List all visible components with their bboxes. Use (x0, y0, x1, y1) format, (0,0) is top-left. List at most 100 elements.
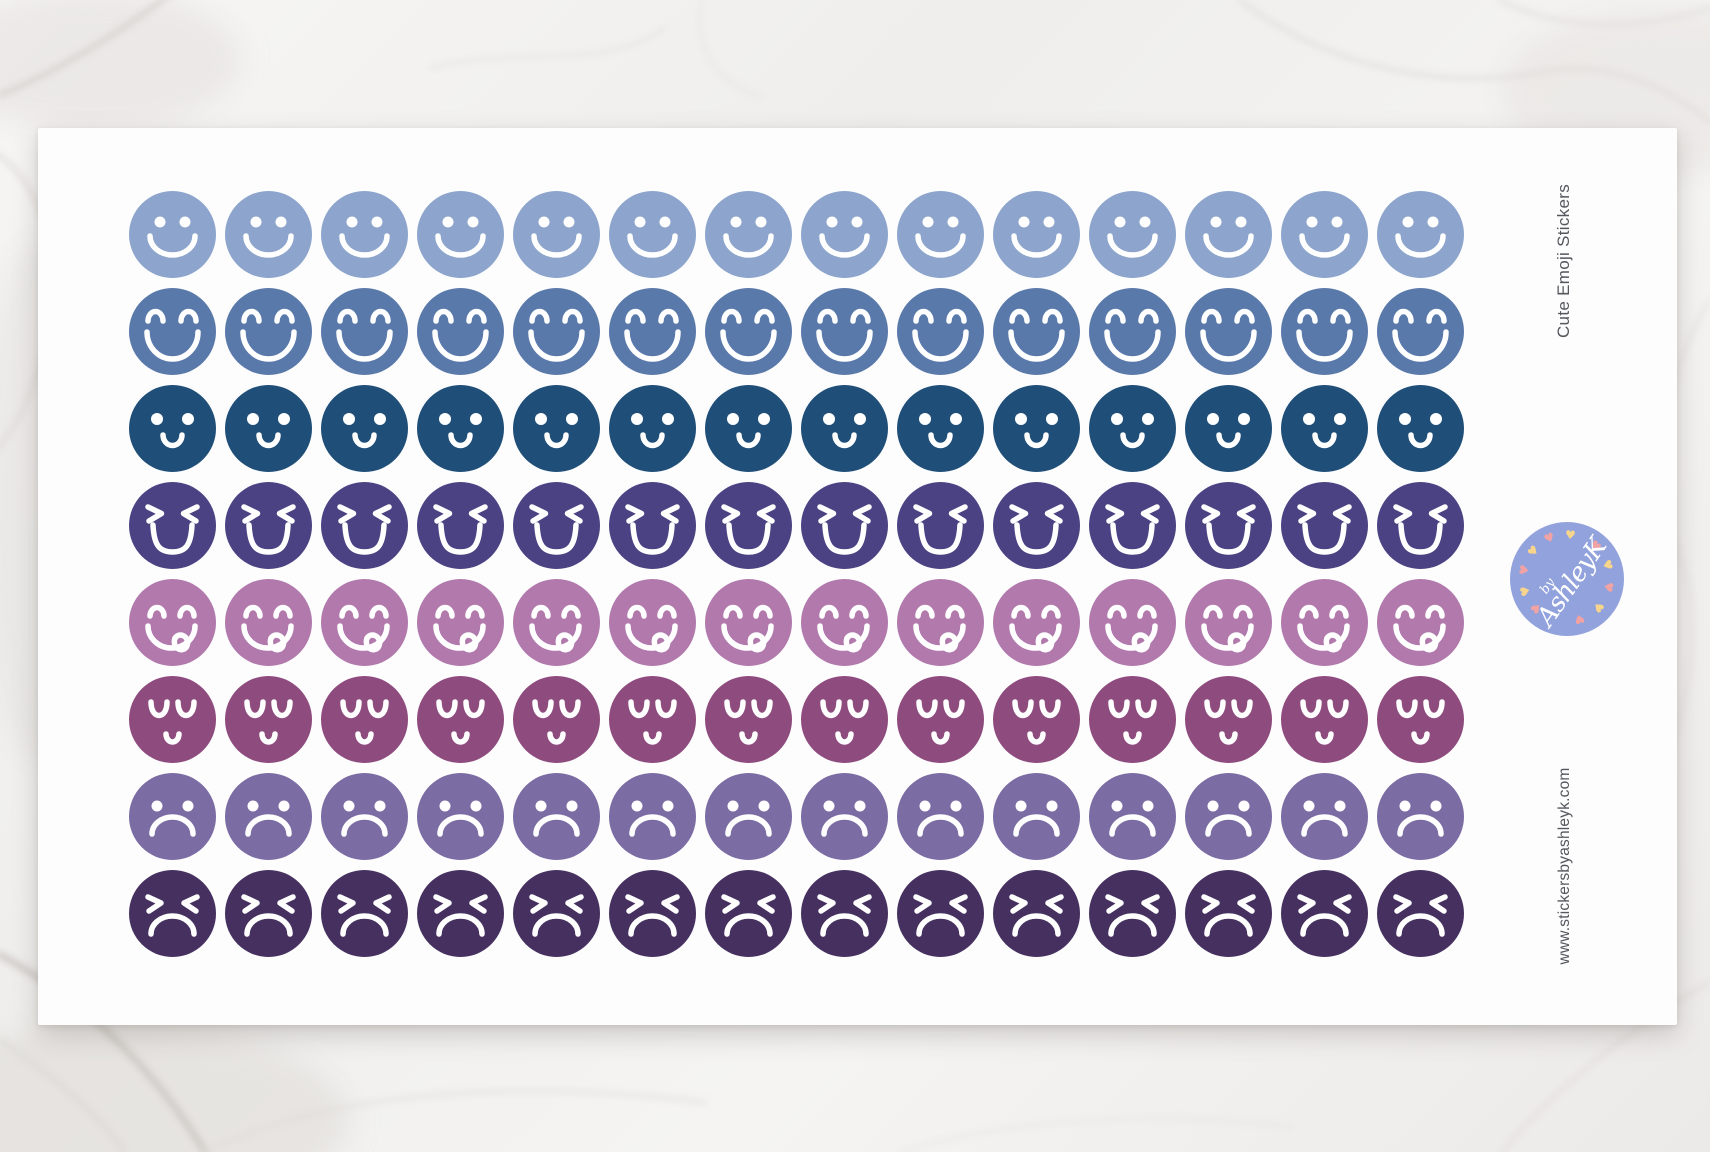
emoji-sticker-slight-smile (705, 191, 792, 278)
emoji-sticker-smiling-eyes (1185, 288, 1272, 375)
emoji-sticker-yum-tongue (801, 579, 888, 666)
emoji-sticker-sad-frown (1377, 773, 1464, 860)
emoji-sticker-pleading (1089, 676, 1176, 763)
emoji-sticker-angry-xd (1281, 870, 1368, 957)
emoji-sticker-angry-xd (321, 870, 408, 957)
emoji-sticker-laughing-xd (129, 482, 216, 569)
sticker-sheet: Cute Emoji Stickers ♥ ♥ ♥ ♥ ♥ ♥ ♥ ♥ ♥ ♥ ♥ by Ashle… (38, 128, 1677, 1025)
sticker-row-open-smile (129, 385, 1464, 472)
emoji-sticker-pleading (129, 676, 216, 763)
emoji-sticker-slight-smile (897, 191, 984, 278)
emoji-sticker-pleading (1377, 676, 1464, 763)
emoji-sticker-slight-smile (321, 191, 408, 278)
emoji-sticker-angry-xd (801, 870, 888, 957)
emoji-sticker-pleading (993, 676, 1080, 763)
emoji-sticker-slight-smile (225, 191, 312, 278)
emoji-sticker-open-smile (801, 385, 888, 472)
emoji-sticker-open-smile (225, 385, 312, 472)
emoji-sticker-laughing-xd (609, 482, 696, 569)
emoji-sticker-sad-frown (129, 773, 216, 860)
emoji-sticker-smiling-eyes (705, 288, 792, 375)
sticker-row-smiling-eyes (129, 288, 1464, 375)
emoji-sticker-yum-tongue (225, 579, 312, 666)
emoji-sticker-smiling-eyes (1281, 288, 1368, 375)
emoji-sticker-sad-frown (993, 773, 1080, 860)
sticker-row-slight-smile (129, 191, 1464, 278)
emoji-sticker-yum-tongue (993, 579, 1080, 666)
brand-logo: ♥ ♥ ♥ ♥ ♥ ♥ ♥ ♥ ♥ ♥ ♥ by AshleyK (1510, 522, 1624, 636)
emoji-sticker-laughing-xd (1377, 482, 1464, 569)
emoji-sticker-sad-frown (225, 773, 312, 860)
emoji-sticker-smiling-eyes (993, 288, 1080, 375)
sticker-row-laughing-xd (129, 482, 1464, 569)
emoji-sticker-open-smile (897, 385, 984, 472)
emoji-sticker-smiling-eyes (897, 288, 984, 375)
emoji-sticker-open-smile (609, 385, 696, 472)
emoji-sticker-laughing-xd (1089, 482, 1176, 569)
emoji-sticker-slight-smile (801, 191, 888, 278)
emoji-sticker-angry-xd (993, 870, 1080, 957)
emoji-sticker-yum-tongue (417, 579, 504, 666)
emoji-sticker-laughing-xd (225, 482, 312, 569)
emoji-sticker-laughing-xd (513, 482, 600, 569)
sticker-row-pleading (129, 676, 1464, 763)
emoji-sticker-laughing-xd (417, 482, 504, 569)
emoji-sticker-open-smile (1185, 385, 1272, 472)
emoji-sticker-angry-xd (609, 870, 696, 957)
emoji-sticker-angry-xd (705, 870, 792, 957)
emoji-sticker-slight-smile (417, 191, 504, 278)
emoji-sticker-angry-xd (1377, 870, 1464, 957)
emoji-sticker-pleading (801, 676, 888, 763)
emoji-sticker-angry-xd (897, 870, 984, 957)
product-title: Cute Emoji Stickers (1554, 183, 1573, 339)
emoji-sticker-open-smile (1089, 385, 1176, 472)
logo-text: by AshleyK (1488, 500, 1647, 659)
emoji-sticker-smiling-eyes (1089, 288, 1176, 375)
emoji-sticker-smiling-eyes (417, 288, 504, 375)
website-url: www.stickersbyashleyk.com (1556, 767, 1573, 965)
emoji-sticker-laughing-xd (897, 482, 984, 569)
emoji-sticker-slight-smile (993, 191, 1080, 278)
emoji-sticker-laughing-xd (993, 482, 1080, 569)
emoji-sticker-pleading (225, 676, 312, 763)
emoji-sticker-smiling-eyes (513, 288, 600, 375)
emoji-sticker-open-smile (417, 385, 504, 472)
emoji-sticker-laughing-xd (321, 482, 408, 569)
emoji-sticker-smiling-eyes (609, 288, 696, 375)
emoji-sticker-open-smile (1281, 385, 1368, 472)
emoji-sticker-pleading (417, 676, 504, 763)
emoji-sticker-open-smile (321, 385, 408, 472)
emoji-sticker-yum-tongue (1185, 579, 1272, 666)
emoji-sticker-yum-tongue (897, 579, 984, 666)
emoji-sticker-slight-smile (609, 191, 696, 278)
emoji-sticker-angry-xd (513, 870, 600, 957)
emoji-sticker-laughing-xd (1185, 482, 1272, 569)
emoji-sticker-laughing-xd (801, 482, 888, 569)
emoji-sticker-slight-smile (513, 191, 600, 278)
emoji-sticker-sad-frown (513, 773, 600, 860)
emoji-sticker-yum-tongue (609, 579, 696, 666)
emoji-sticker-angry-xd (1185, 870, 1272, 957)
emoji-sticker-yum-tongue (513, 579, 600, 666)
emoji-sticker-angry-xd (417, 870, 504, 957)
emoji-sticker-yum-tongue (321, 579, 408, 666)
emoji-sticker-angry-xd (129, 870, 216, 957)
emoji-sticker-sad-frown (417, 773, 504, 860)
emoji-sticker-yum-tongue (129, 579, 216, 666)
emoji-sticker-pleading (1281, 676, 1368, 763)
sticker-grid (129, 191, 1464, 967)
emoji-sticker-pleading (1185, 676, 1272, 763)
emoji-sticker-smiling-eyes (1377, 288, 1464, 375)
emoji-sticker-sad-frown (897, 773, 984, 860)
emoji-sticker-sad-frown (1089, 773, 1176, 860)
emoji-sticker-smiling-eyes (801, 288, 888, 375)
emoji-sticker-smiling-eyes (129, 288, 216, 375)
emoji-sticker-slight-smile (129, 191, 216, 278)
emoji-sticker-pleading (705, 676, 792, 763)
emoji-sticker-open-smile (705, 385, 792, 472)
emoji-sticker-pleading (897, 676, 984, 763)
emoji-sticker-pleading (321, 676, 408, 763)
emoji-sticker-sad-frown (1185, 773, 1272, 860)
